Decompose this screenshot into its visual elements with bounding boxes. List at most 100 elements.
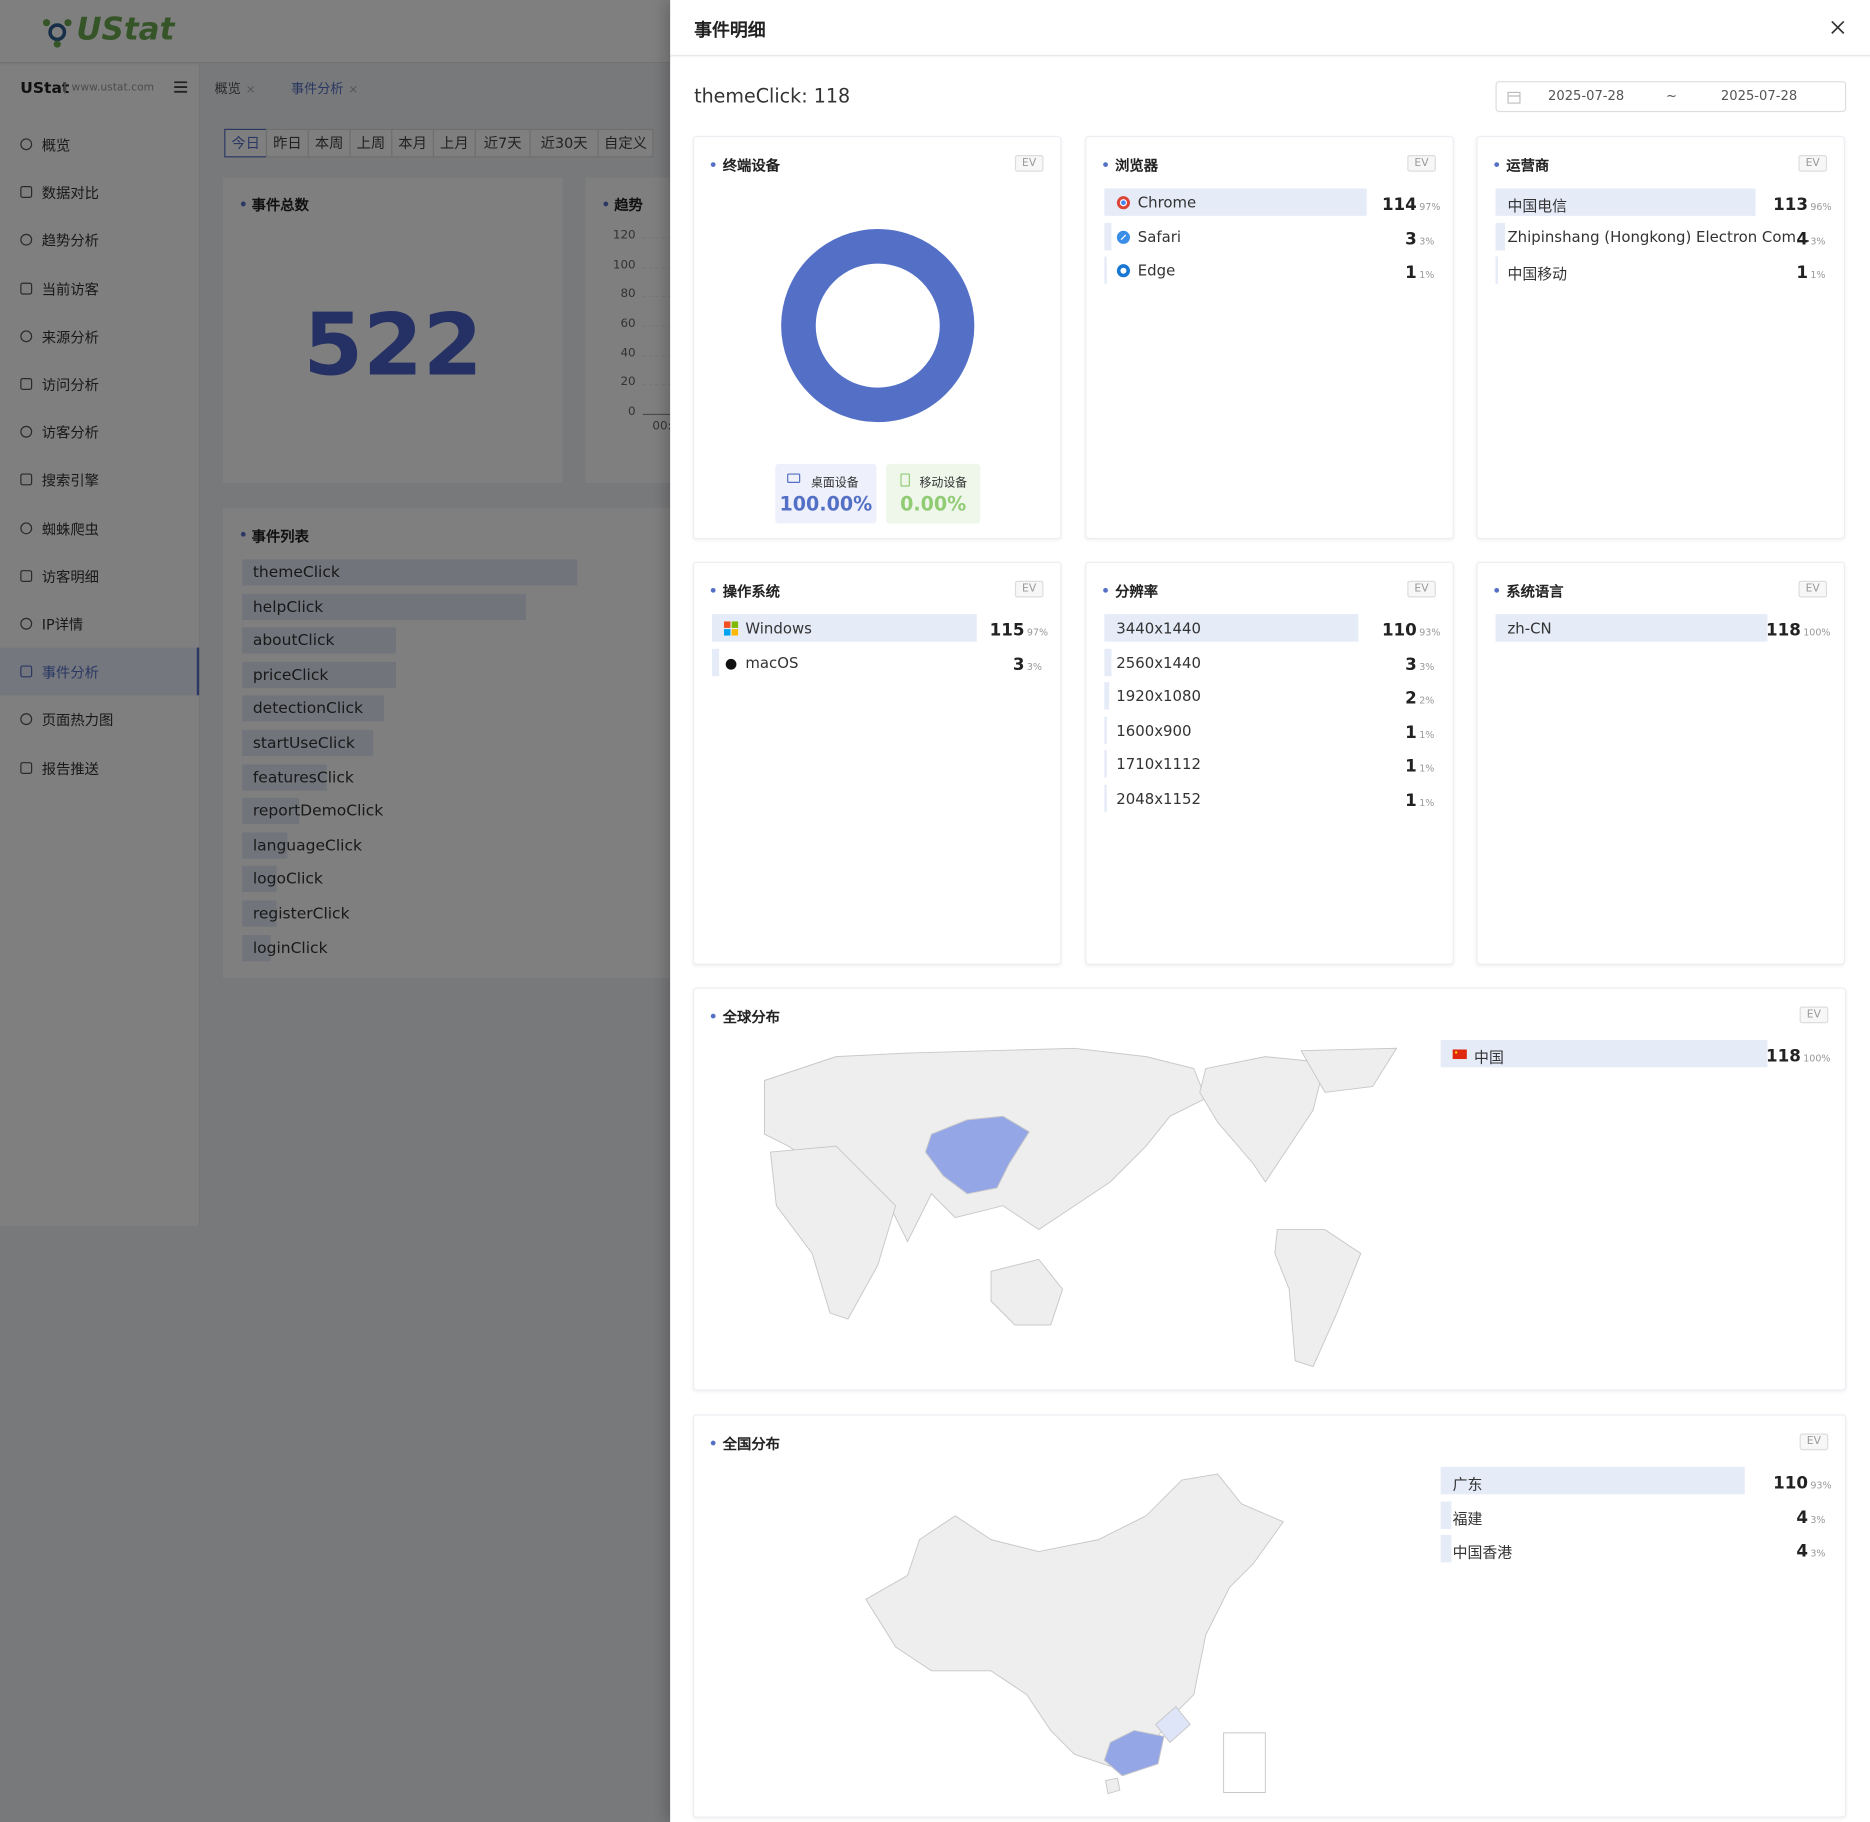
device-value: 100.00% [779, 492, 873, 516]
device-box: 桌面设备 100.00% [775, 463, 877, 524]
item-value: 4 3% [1684, 1538, 1827, 1561]
badge: EV [1014, 155, 1044, 172]
item-value: 115 97% [900, 618, 1049, 640]
item-value: 1 1% [1293, 260, 1436, 283]
item-name: 中国电信 [1507, 196, 1568, 215]
item-bar [1104, 716, 1107, 744]
item-icon [723, 621, 739, 636]
badge: EV [1407, 580, 1436, 598]
item-icon [1116, 196, 1130, 210]
item-count: 110 [1773, 1474, 1808, 1494]
badge: EV [1798, 155, 1827, 172]
date-start: 2025-07-28 [1547, 88, 1625, 104]
item-name: 福建 [1452, 1509, 1483, 1528]
item-value: 3 3% [900, 652, 1043, 674]
map-region [1300, 1047, 1398, 1093]
map-highlight [924, 1115, 1030, 1195]
event-heading: themeClick: 118 [694, 84, 851, 108]
item-count: 3 [1405, 655, 1417, 675]
panel-title: 操作系统 [722, 583, 780, 600]
badge: EV [1799, 1433, 1829, 1451]
item-percent: 97% [1419, 201, 1441, 213]
item-bar [1495, 256, 1498, 284]
item-name: Edge [1137, 261, 1176, 280]
icon-part [731, 629, 739, 636]
calendar-icon [1507, 91, 1521, 104]
icon-part [725, 658, 737, 670]
item-count: 4 [1796, 1508, 1808, 1528]
dot [710, 1440, 716, 1446]
date-range[interactable]: 2025-07-28 ~ 2025-07-28 [1495, 81, 1847, 113]
item-value: 4 3% [1684, 1504, 1827, 1527]
item-percent: 100% [1803, 1053, 1831, 1064]
dot [1494, 587, 1500, 593]
item-count: 1 [1405, 263, 1417, 283]
map-region [1199, 1056, 1326, 1183]
drawer-header: 事件明细 [670, 0, 1870, 57]
map-region [769, 1145, 897, 1320]
item-name: Chrome [1137, 193, 1197, 212]
item-name: 3440x1440 [1116, 618, 1201, 637]
panel-card: 分辨率 EV 3440x1440 110 93% 2560x1440 3 3% 1920x108… [1085, 561, 1454, 965]
map-region [990, 1258, 1064, 1326]
item-count: 118 [1765, 1047, 1801, 1067]
panel-title: 全球分布 [722, 1008, 780, 1026]
item-value: 1 1% [1293, 754, 1436, 777]
item-bar [711, 648, 719, 676]
badge: EV [1014, 580, 1044, 598]
item-icon [1116, 230, 1130, 244]
item-bar [1440, 1500, 1452, 1529]
item-percent: 97% [1026, 627, 1049, 639]
item-percent: 1% [1419, 763, 1435, 774]
item-bar [1440, 1534, 1452, 1563]
close-button[interactable] [1831, 20, 1845, 34]
item-value: 114 97% [1293, 192, 1441, 215]
item-icon [1452, 1049, 1467, 1060]
item-percent: 3% [1810, 235, 1826, 247]
device-label: 移动设备 [919, 477, 968, 491]
item-count: 4 [1796, 229, 1808, 249]
dot [710, 587, 716, 593]
item-count: 113 [1773, 195, 1808, 215]
icon-part [731, 621, 739, 628]
item-percent: 3% [1810, 1514, 1826, 1525]
item-name: 1600x900 [1116, 720, 1192, 739]
date-separator: ~ [1666, 88, 1678, 104]
item-count: 1 [1405, 757, 1417, 777]
item-percent: 3% [1810, 1547, 1826, 1559]
panel-card: 全球分布 EV 中国 118 100% [692, 987, 1847, 1391]
panel-title: 系统语言 [1506, 583, 1564, 600]
map-region [865, 1473, 1284, 1767]
badge: EV [1799, 1006, 1829, 1024]
item-count: 110 [1381, 621, 1417, 641]
item-count: 2 [1405, 689, 1417, 709]
item-name: 中国移动 [1507, 264, 1568, 283]
item-value: 1 1% [1293, 720, 1436, 742]
panel-card: 运营商 EV 中国电信 113 96% Zhipinshang (Hongkong) El… [1476, 135, 1845, 540]
item-percent: 93% [1419, 627, 1441, 639]
icon-part [1120, 233, 1127, 240]
item-percent: 3% [1419, 235, 1435, 247]
dot [1103, 162, 1108, 167]
panel-card: 操作系统 EV Windows 115 97% macOS 3 3% [692, 561, 1062, 965]
item-bar [1440, 1466, 1746, 1495]
map [763, 1047, 1398, 1368]
item-percent: 3% [1026, 661, 1042, 673]
panel-title: 运营商 [1506, 157, 1550, 175]
map [865, 1473, 1284, 1795]
item-count: 1 [1405, 791, 1417, 811]
item-name: 广东 [1452, 1475, 1483, 1494]
date-end: 2025-07-28 [1720, 88, 1798, 104]
item-percent: 1% [1419, 729, 1435, 741]
drawer: 事件明细 themeClick: 118 2025-07-28 ~ 2025-0… [670, 0, 1870, 1822]
item-name: 中国 [1474, 1048, 1504, 1067]
donut-chart [781, 228, 975, 423]
item-percent: 100% [1803, 627, 1831, 639]
icon-part [1119, 199, 1128, 207]
device-icon [900, 473, 910, 487]
item-bar [1104, 614, 1358, 642]
item-bar [1440, 1039, 1768, 1068]
item-value: 110 93% [1684, 1470, 1831, 1494]
icon-part [1120, 267, 1127, 274]
